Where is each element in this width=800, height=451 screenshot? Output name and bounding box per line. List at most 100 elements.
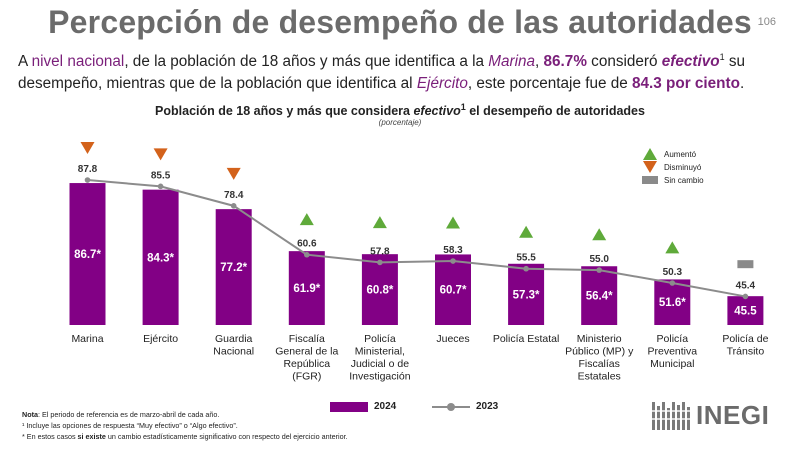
line-2023-point — [450, 258, 456, 264]
legend-decrease-label: Disminuyó — [664, 163, 702, 172]
bar-2024 — [142, 189, 179, 325]
bar-value-label: 51.6* — [659, 297, 686, 309]
chart-title: Población de 18 años y más que considera… — [0, 102, 800, 118]
bar-value-label: 77.2* — [220, 262, 247, 274]
line-2023-point — [742, 293, 749, 300]
category-label-line: Tránsito — [727, 346, 765, 358]
chart-subtitle: (porcentaje) — [378, 118, 422, 127]
category-label-line: República — [283, 358, 330, 370]
category-label-line: Ejército — [143, 333, 178, 345]
category-label-line: Público (MP) y — [565, 346, 634, 358]
bar-2024 — [727, 296, 764, 325]
intro-highlight: Ejército — [416, 75, 468, 93]
line-value-label: 55.0 — [589, 254, 609, 265]
line-value-label: 58.3 — [443, 245, 463, 256]
line-2023-point — [230, 203, 237, 209]
line-value-label: 85.5 — [151, 170, 171, 181]
intro-paragraph: A nivel nacional, de la población de 18 … — [18, 46, 788, 95]
line-value-label: 57.8 — [370, 246, 390, 257]
line-value-label: 60.6 — [297, 239, 317, 250]
category-label-line: Guardia — [215, 333, 253, 345]
category-label-line: Policía Estatal — [493, 333, 560, 345]
bar-2024 — [435, 254, 471, 325]
intro-highlight: efectivo — [661, 53, 720, 71]
legend-no-change-icon — [642, 176, 658, 184]
intro-text: , — [535, 53, 544, 71]
decrease-marker — [80, 142, 95, 155]
chart-title-text: Población de 18 años y más que considera — [155, 104, 414, 119]
category-label: Policía Preventiva Municipal — [647, 333, 697, 370]
bar-2024 — [288, 251, 325, 325]
intro-text: A — [18, 53, 32, 71]
bar-value-label: 61.9* — [293, 283, 320, 295]
bar-value-label: 45.5 — [734, 306, 757, 318]
line-2023-point — [377, 259, 383, 266]
inegi-logo: INEGI — [652, 400, 769, 431]
line-2023-point — [596, 267, 602, 273]
line-2023-point — [669, 280, 676, 286]
bar-value-label: 84.3* — [147, 252, 174, 264]
line-value-label: 78.4 — [224, 190, 244, 201]
intro-highlight: Marina — [488, 53, 536, 71]
footnote-1: ¹ Incluye las opciones de respuesta “Muy… — [22, 421, 238, 430]
category-label: Ejército — [143, 333, 178, 345]
category-label: Ministerio Público (MP) y Fiscalías Estatal… — [565, 333, 634, 383]
increase-marker — [446, 216, 460, 229]
legend-2023: 2023 — [432, 401, 498, 412]
increase-marker — [299, 213, 314, 226]
increase-marker — [519, 225, 534, 238]
footnote-2-text: un cambio estadísticamente significativo… — [105, 432, 348, 441]
category-label: Policía Ministerial, Judicial o de Investig… — [349, 333, 410, 383]
bar-2024 — [215, 209, 252, 325]
legend-bar-swatch — [330, 401, 368, 412]
legend-2024-label: 2024 — [374, 401, 397, 412]
category-label-line: Ministerio — [577, 333, 622, 345]
legend-decrease-icon — [643, 161, 657, 173]
legend-line-swatch — [432, 402, 470, 412]
footnote-2-bold: si existe — [77, 432, 106, 441]
category-label-line: Policía de — [722, 333, 768, 345]
line-2023-point — [157, 183, 164, 190]
note-label: Nota — [22, 410, 38, 419]
footnote-2-text: * En estos casos — [22, 432, 78, 441]
intro-text: . — [739, 75, 745, 93]
category-label-line: General de la — [275, 346, 338, 358]
category-label-line: Policía — [657, 333, 689, 345]
decrease-marker — [226, 167, 241, 180]
category-label-line: Fiscalía — [289, 333, 325, 345]
line-value-label: 87.8 — [78, 164, 98, 175]
page-number: 106 — [757, 16, 776, 28]
category-label-line: Nacional — [213, 346, 254, 358]
legend-2023-label: 2023 — [476, 401, 499, 412]
legend-2024: 2024 — [330, 401, 396, 412]
increase-marker — [372, 216, 387, 229]
bar-2024 — [69, 183, 106, 325]
bar-2024 — [654, 279, 691, 325]
footnote-ref: 1 — [460, 102, 466, 112]
category-label-line: Judicial o de — [351, 358, 410, 370]
category-label-line: Ministerial, — [355, 346, 405, 358]
bar-value-label: 56.4* — [586, 291, 613, 303]
line-2023-point — [84, 177, 91, 183]
footnotes: Nota: El periodo de referencia es de mar… — [22, 409, 582, 442]
chart-title-text: el desempeño de autoridades — [465, 104, 645, 119]
page-title: Percepción de desempeño de las autoridad… — [48, 4, 752, 40]
category-label-line: Preventiva — [647, 346, 697, 358]
no-change-marker — [737, 260, 754, 269]
inegi-logo-text: INEGI — [696, 400, 770, 430]
line-2023-point — [523, 265, 529, 272]
note-text: : El periodo de referencia es de marzo-a… — [37, 410, 220, 419]
intro-text: consideró — [586, 53, 662, 71]
bar-value-label: 60.8* — [366, 285, 393, 297]
bar-value-label: 57.3* — [513, 289, 540, 301]
category-label-line: (FGR) — [292, 371, 321, 383]
intro-text: su desempeño, mientras que de la poblaci… — [18, 53, 745, 93]
bar-2024 — [581, 266, 618, 325]
chart-title-text: efectivo — [413, 104, 461, 119]
category-label: Policía de Tránsito — [722, 333, 768, 358]
category-label-line: Fiscalías — [578, 358, 619, 370]
line-value-label: 50.3 — [663, 267, 683, 278]
intro-highlight: nivel nacional — [31, 53, 125, 71]
bar-2024 — [361, 254, 398, 325]
